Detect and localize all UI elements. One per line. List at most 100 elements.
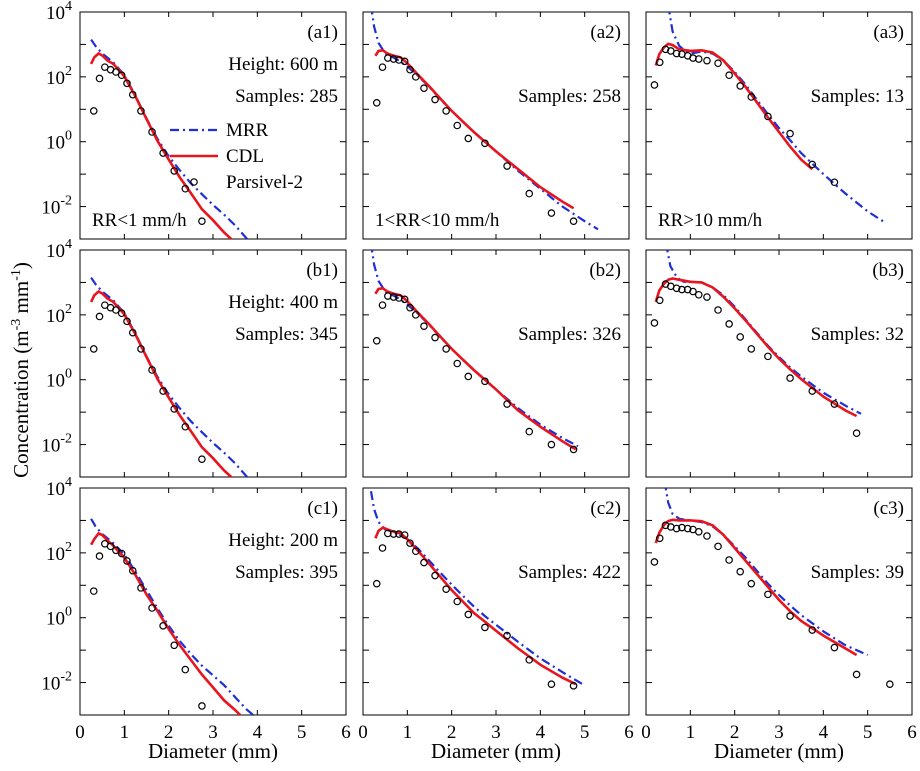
parsivel-point [569, 682, 578, 690]
parsivel-point [170, 167, 179, 175]
parsivel-point [181, 665, 190, 674]
x-axis-title: Diameter (mm) [148, 739, 278, 763]
parsivel-point [148, 604, 156, 612]
parsivel-point [714, 59, 722, 68]
parsivel-point [747, 345, 756, 353]
y-tick-label: 104 [46, 0, 72, 24]
parsivel-point [89, 345, 98, 353]
height-label: Height: 400 m [228, 292, 338, 313]
parsivel-point [420, 84, 428, 93]
x-tick-label: 1 [403, 722, 413, 743]
x-tick-label: 3 [208, 722, 218, 743]
parsivel-point [431, 571, 439, 580]
x-tick-label: 2 [447, 722, 457, 743]
parsivel-point [764, 112, 772, 121]
parsivel-point [808, 160, 817, 169]
y-tick-label: 100 [46, 367, 72, 392]
parsivel-point [525, 189, 534, 198]
parsivel-point [547, 440, 556, 449]
legend-mrr-label: MRR [226, 120, 269, 141]
parsivel-point [128, 328, 137, 337]
cdl-line-c1 [89, 531, 243, 715]
parsivel-point [372, 579, 381, 588]
samples-label: Samples: 395 [235, 562, 338, 583]
panel-label: (c1) [307, 498, 338, 519]
axes-frame-a1 [79, 11, 347, 240]
parsivel-point [453, 359, 462, 368]
parsivel-point [431, 333, 439, 342]
parsivel-point [747, 93, 756, 101]
mrr-line-a3 [668, 12, 886, 224]
parsivel-point [389, 293, 398, 301]
parsivel-point [764, 590, 772, 599]
parsivel-point [694, 55, 703, 63]
parsivel-point [852, 670, 861, 679]
x-tick-label: 0 [75, 722, 85, 743]
y-tick-label: 10-2 [41, 432, 72, 457]
parsivel-point [852, 429, 861, 438]
legend: MRR CDL Parsivel-2 [170, 120, 303, 193]
x-tick-label: 1 [120, 722, 130, 743]
parsivel-point [725, 320, 733, 328]
cdl-line-b1 [89, 289, 234, 477]
axes-frame-b3 [645, 249, 913, 478]
parsivel-point [503, 631, 511, 640]
parsivel-point [112, 306, 120, 314]
x-tick-label: 3 [774, 722, 784, 743]
parsivel-point [198, 702, 206, 710]
samples-label: Samples: 39 [811, 562, 904, 583]
parsivel-point [198, 455, 206, 463]
parsivel-point [547, 680, 556, 688]
parsivel-point [95, 552, 104, 560]
cdl-line-b3 [654, 277, 858, 418]
parsivel-point [117, 549, 126, 558]
legend-cdl-label: CDL [226, 146, 264, 167]
y-tick-label: 10-2 [41, 194, 72, 219]
y-tick-label: 104 [46, 237, 72, 262]
parsivel-point [714, 542, 722, 551]
parsivel-point [503, 162, 511, 170]
mrr-line-c2 [369, 491, 584, 686]
parsivel-point [137, 107, 145, 115]
panel-a1: 104 102 100 10-2 (a1) Height: 600 m Samples: 2… [41, 0, 347, 240]
cdl-line-c2 [374, 526, 577, 686]
parsivel-point [703, 293, 711, 301]
x-tick-label: 5 [297, 722, 307, 743]
parsivel-point [672, 524, 681, 533]
parsivel-point [525, 656, 534, 664]
samples-label: Samples: 32 [811, 324, 904, 345]
x-tick-label: 1 [686, 722, 696, 743]
legend-parsivel-swatch [190, 178, 198, 186]
x-tick-label: 5 [580, 722, 590, 743]
parsivel-point [650, 81, 659, 89]
parsivel-point [736, 82, 745, 90]
mrr-line-b2 [370, 250, 579, 448]
parsivel-point [123, 317, 131, 326]
parsivel-point [95, 74, 104, 83]
parsivel-point [442, 585, 450, 593]
parsivel-point [569, 445, 578, 454]
parsivel-point [481, 139, 489, 148]
parsivel-point [830, 400, 839, 408]
parsivel-point [725, 71, 733, 80]
parsivel-point [411, 311, 420, 319]
parsivel-point [678, 285, 686, 294]
parsivel-point [736, 333, 745, 341]
mrr-line-b1 [90, 276, 249, 477]
parsivel-point [181, 184, 190, 193]
y-tick-label: 102 [46, 540, 72, 565]
parsivel-point [650, 558, 659, 566]
parsivel-point [378, 301, 387, 309]
mrr-line-a2 [370, 12, 599, 231]
parsivel-point [714, 306, 722, 314]
parsivel-point [389, 55, 398, 63]
y-axis-title: Concentration (m-3 mm-1) [9, 262, 33, 478]
x-tick-label: 2 [730, 722, 740, 743]
panel-a2: (a2) Samples: 258 1<RR<10 mm/h [362, 11, 630, 240]
parsivel-point [170, 641, 179, 650]
parsivel-point [886, 680, 894, 688]
panel-label: (a2) [590, 22, 621, 43]
parsivel-point [406, 65, 414, 74]
